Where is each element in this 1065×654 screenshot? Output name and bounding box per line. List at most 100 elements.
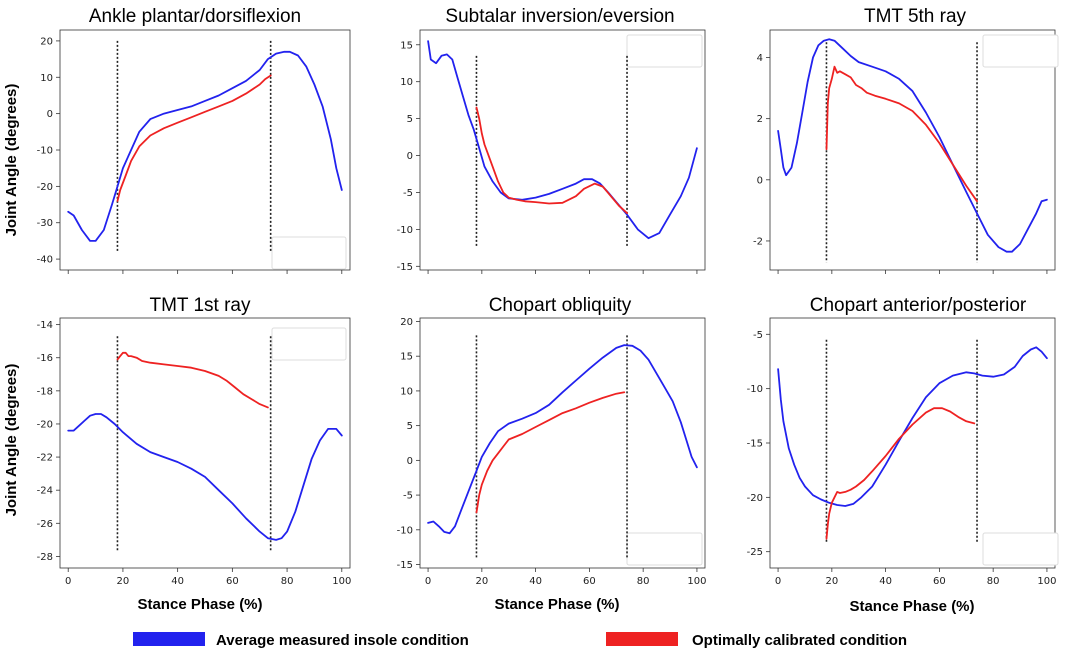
- y-tick-label: -10: [37, 146, 53, 157]
- plot-area: 4 2 0 -2: [753, 29, 1059, 274]
- y-tick-label: -30: [37, 218, 53, 229]
- series-line-calibrated: [475, 391, 626, 514]
- panel-title: Subtalar inversion/eversion: [445, 6, 674, 27]
- plot-area: 15 10 5 0 -5 -10 -15: [397, 29, 706, 274]
- series-line-calibrated: [116, 74, 272, 202]
- legend-swatch-calibrated: [606, 632, 678, 646]
- y-tick-label: -28: [37, 552, 53, 563]
- series-line-measured: [67, 50, 343, 242]
- legend: Average measured insole condition Optima…: [133, 632, 907, 649]
- x-tick-label: 80: [637, 576, 650, 587]
- x-tick-label: 60: [226, 576, 239, 587]
- legend-swatch-measured: [133, 632, 205, 646]
- x-tick-label: 100: [687, 576, 706, 587]
- x-tick-label: 60: [583, 576, 596, 587]
- x-tick-label: 20: [117, 576, 130, 587]
- series-line-calibrated: [475, 106, 628, 214]
- plot-frame: [59, 317, 351, 569]
- y-tick-label: -5: [753, 330, 763, 341]
- y-tick-label: -18: [37, 386, 53, 397]
- y-tick-label: 0: [757, 175, 763, 186]
- series-line-calibrated: [825, 65, 978, 203]
- panel-chopart-anterior-posterior: Chopart anterior/posterior: [810, 295, 1027, 316]
- y-tick-label: 10: [400, 77, 413, 88]
- y-tick-label: -10: [397, 225, 413, 236]
- panel-title: Ankle plantar/dorsiflexion: [89, 6, 301, 27]
- plot-area: 20 10 0 -10 -20 -30 -40: [37, 29, 351, 274]
- plot-frame: [419, 317, 706, 569]
- y-tick-label: 4: [757, 53, 763, 64]
- y-tick-label: 5: [407, 421, 413, 432]
- panel-tmt-5th-ray: TMT 5th ray: [864, 6, 967, 27]
- panel-subtalar-inversion-eversion: Subtalar inversion/eversion: [445, 6, 674, 27]
- series-line-measured: [427, 344, 698, 535]
- x-tick-label: 20: [475, 576, 488, 587]
- y-tick-label: 15: [400, 352, 413, 363]
- x-tick-label: 20: [825, 576, 838, 587]
- y-tick-label: -26: [37, 519, 53, 530]
- plot-frame: [419, 29, 706, 271]
- y-tick-label: -20: [37, 182, 53, 193]
- x-tick-label: 100: [1037, 576, 1056, 587]
- legend-placeholder-box: [982, 532, 1059, 566]
- y-tick-label: -24: [37, 486, 53, 497]
- y-tick-label: 2: [757, 114, 763, 125]
- y-tick-label: 0: [47, 109, 53, 120]
- series-line-calibrated: [116, 351, 269, 409]
- y-tick-label: -15: [397, 560, 413, 571]
- panel-ankle-plantar-dorsiflexion: Ankle plantar/dorsiflexion: [89, 6, 301, 27]
- y-tick-label: -10: [747, 384, 763, 395]
- y-tick-label: -16: [37, 353, 53, 364]
- y-tick-label: -25: [747, 547, 763, 558]
- panel-title: Chopart obliquity: [489, 295, 632, 316]
- x-tick-label: 60: [933, 576, 946, 587]
- legend-label-measured: Average measured insole condition: [216, 632, 469, 649]
- y-tick-label: -10: [397, 525, 413, 536]
- x-tick-label: 40: [529, 576, 542, 587]
- y-tick-label: -22: [37, 453, 53, 464]
- y-tick-label: -14: [37, 320, 53, 331]
- x-tick-label: 0: [65, 576, 71, 587]
- y-tick-label: -20: [37, 419, 53, 430]
- panel-title: Chopart anterior/posterior: [810, 295, 1027, 316]
- y-tick-label: 20: [400, 317, 413, 328]
- x-tick-label: 40: [171, 576, 184, 587]
- legend-placeholder-box: [271, 327, 347, 361]
- y-tick-label: 10: [400, 386, 413, 397]
- legend-placeholder-box: [271, 236, 347, 270]
- plots-layer: 20100-10-20-30-40151050-5-10-15420-2-14-…: [37, 29, 1059, 587]
- y-tick-label: -5: [403, 188, 413, 199]
- y-tick-label: 5: [407, 114, 413, 125]
- legend-label-calibrated: Optimally calibrated condition: [692, 632, 907, 649]
- panel-title: TMT 1st ray: [150, 295, 251, 316]
- x-tick-label: 0: [425, 576, 431, 587]
- x-axis-label-right: Stance Phase (%): [849, 598, 974, 615]
- series-line-measured: [777, 38, 1048, 253]
- x-axis-label-middle: Stance Phase (%): [494, 596, 619, 613]
- series-line-measured: [67, 413, 343, 541]
- x-axis-label-left: Stance Phase (%): [137, 596, 262, 613]
- y-tick-label: 0: [407, 456, 413, 467]
- legend-placeholder-box: [626, 532, 703, 566]
- y-axis-label-bottom: Joint Angle (degrees): [3, 364, 20, 517]
- y-tick-label: -5: [403, 491, 413, 502]
- legend-placeholder-box: [626, 34, 703, 68]
- x-tick-label: 0: [775, 576, 781, 587]
- y-axis-label-top: Joint Angle (degrees): [3, 84, 20, 237]
- plot-frame: [769, 317, 1056, 569]
- plot-area: -5 -10 -15 -20 -25 0 20 40 60 80 100: [747, 317, 1059, 587]
- x-tick-label: 100: [332, 576, 351, 587]
- series-line-measured: [427, 40, 698, 240]
- y-tick-label: -20: [747, 493, 763, 504]
- y-tick-label: 10: [40, 73, 53, 84]
- plot-area: 20 15 10 5 0 -5 -10 -15 0 20 40 60 80 100: [397, 317, 707, 587]
- panel-tmt-1st-ray: TMT 1st ray: [150, 295, 251, 316]
- y-tick-label: -2: [753, 236, 763, 247]
- legend-placeholder-box: [982, 34, 1059, 68]
- y-tick-label: -40: [37, 255, 53, 266]
- plot-area: -14 -16 -18 -20 -22 -24 -26 -28 0 20 40 60 80 100: [37, 317, 351, 587]
- panel-chopart-obliquity: Chopart obliquity: [489, 295, 632, 316]
- x-tick-label: 40: [879, 576, 892, 587]
- y-tick-label: 20: [40, 36, 53, 47]
